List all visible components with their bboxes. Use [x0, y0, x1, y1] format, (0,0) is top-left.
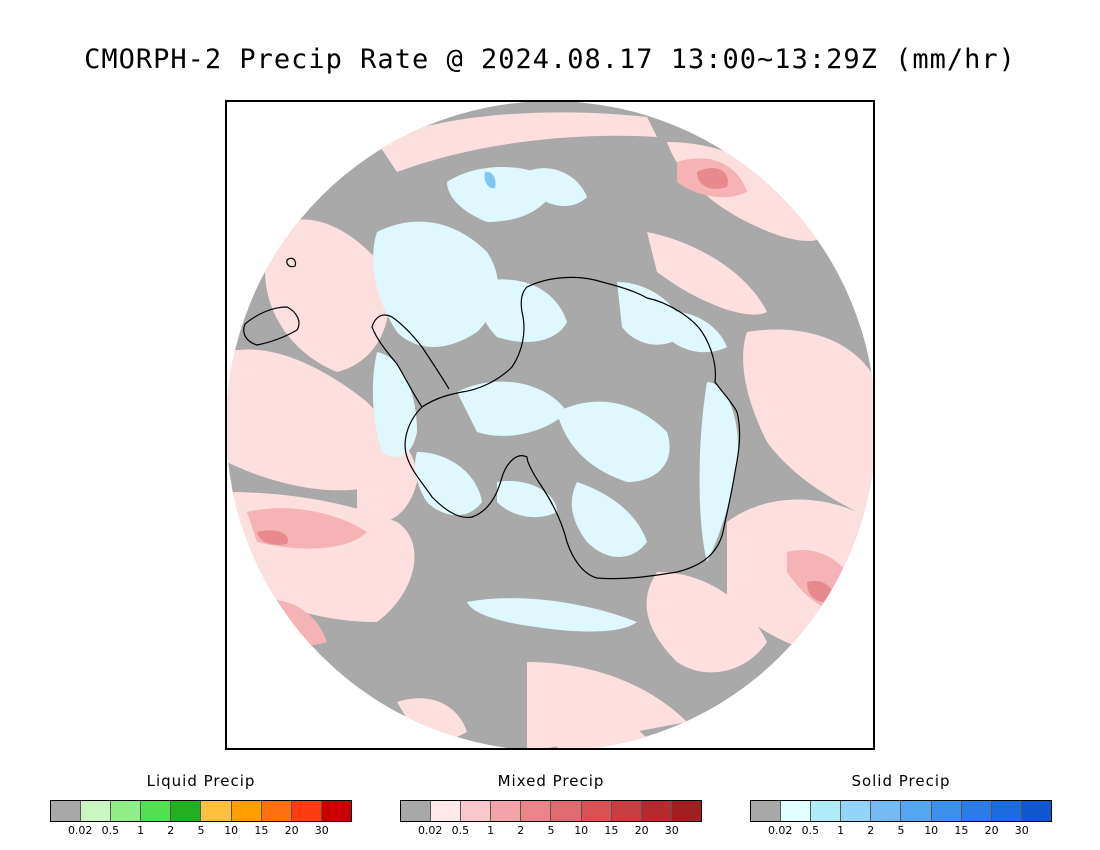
legend-swatch	[581, 801, 612, 821]
legend-swatch	[51, 801, 82, 821]
island-coastline	[286, 257, 297, 268]
legend-tick-label: 15	[604, 824, 619, 837]
mixed-precip-strong	[257, 167, 834, 603]
legend-swatch	[231, 801, 262, 821]
solid-precip-blue	[484, 171, 496, 189]
legend-solid-precip: Solid Precip 0.02 0.5 1 2 5 10 15 20 30	[750, 772, 1052, 838]
legend-tick-label: 20	[284, 824, 299, 837]
legend-swatch	[321, 801, 351, 821]
legend-swatch	[781, 801, 812, 821]
legend-tick-label: 0.5	[451, 824, 470, 837]
legend-swatch	[171, 801, 202, 821]
legend-title: Liquid Precip	[146, 772, 256, 790]
map-frame	[225, 100, 875, 750]
solid-precip-regions	[372, 167, 738, 632]
map-title: CMORPH-2 Precip Rate @ 2024.08.17 13:00~…	[84, 44, 1016, 75]
mixed-precip-regions	[227, 112, 873, 748]
legend-tick-label: 20	[634, 824, 649, 837]
legend-tick-label: 0.5	[801, 824, 820, 837]
legend-swatch	[931, 801, 962, 821]
legend-tick-label: 30	[314, 824, 329, 837]
legend-swatch	[401, 801, 432, 821]
legend-swatch	[811, 801, 842, 821]
legend-tick-label: 1	[487, 824, 495, 837]
legend-tick-label: 30	[1014, 824, 1029, 837]
legend-tick-label: 0.5	[101, 824, 120, 837]
legend-tick-label: 5	[547, 824, 555, 837]
legend-tick-label: 0.02	[67, 824, 93, 837]
legend-swatch	[81, 801, 112, 821]
legend-swatch	[991, 801, 1022, 821]
legend-swatch	[961, 801, 992, 821]
legend-title: Solid Precip	[851, 772, 951, 790]
legend-swatch	[521, 801, 552, 821]
legend-swatch	[611, 801, 642, 821]
color-bar	[400, 800, 702, 822]
legend-swatch	[261, 801, 292, 821]
legend-tick-label: 2	[167, 824, 175, 837]
legend-liquid-precip: Liquid Precip 0.02 0.5 1 2 5 10 15 20 30	[50, 772, 352, 838]
legend-tick-label: 5	[197, 824, 205, 837]
legend-mixed-precip: Mixed Precip 0.02 0.5 1 2 5 10 15 20 30	[400, 772, 702, 838]
tick-labels: 0.02 0.5 1 2 5 10 15 20 30	[50, 824, 352, 838]
legend-tick-label: 1	[137, 824, 145, 837]
legend-tick-label: 30	[664, 824, 679, 837]
tick-labels: 0.02 0.5 1 2 5 10 15 20 30	[400, 824, 702, 838]
legend-tick-label: 10	[574, 824, 589, 837]
legend-tick-label: 2	[517, 824, 525, 837]
legend-swatch	[551, 801, 582, 821]
legend-swatch	[671, 801, 701, 821]
legend-tick-label: 15	[254, 824, 269, 837]
legend-tick-label: 10	[924, 824, 939, 837]
legend-swatch	[641, 801, 672, 821]
legend-tick-label: 0.02	[417, 824, 443, 837]
legend-swatch	[291, 801, 322, 821]
tick-labels: 0.02 0.5 1 2 5 10 15 20 30	[750, 824, 1052, 838]
color-bar	[750, 800, 1052, 822]
legend-swatch	[431, 801, 462, 821]
legend-tick-label: 2	[867, 824, 875, 837]
legend-swatch	[461, 801, 492, 821]
legend-swatch	[901, 801, 932, 821]
legend-swatch	[751, 801, 782, 821]
legend-swatch	[201, 801, 232, 821]
south-america-coastline	[243, 306, 300, 346]
legend-tick-label: 0.02	[767, 824, 793, 837]
polar-map	[227, 102, 873, 748]
peninsula-coastline	[371, 314, 450, 408]
legend-swatch	[1021, 801, 1051, 821]
legend-title: Mixed Precip	[497, 772, 605, 790]
legend-swatch	[871, 801, 902, 821]
legend-tick-label: 1	[837, 824, 845, 837]
antarctica-coastline	[404, 276, 741, 580]
legend-tick-label: 20	[984, 824, 999, 837]
legend-swatch	[491, 801, 522, 821]
color-bar	[50, 800, 352, 822]
legend-tick-label: 10	[224, 824, 239, 837]
legend-swatch	[141, 801, 172, 821]
legend-swatch	[841, 801, 872, 821]
legend-swatch	[111, 801, 142, 821]
legend-tick-label: 5	[897, 824, 905, 837]
legend-tick-label: 15	[954, 824, 969, 837]
